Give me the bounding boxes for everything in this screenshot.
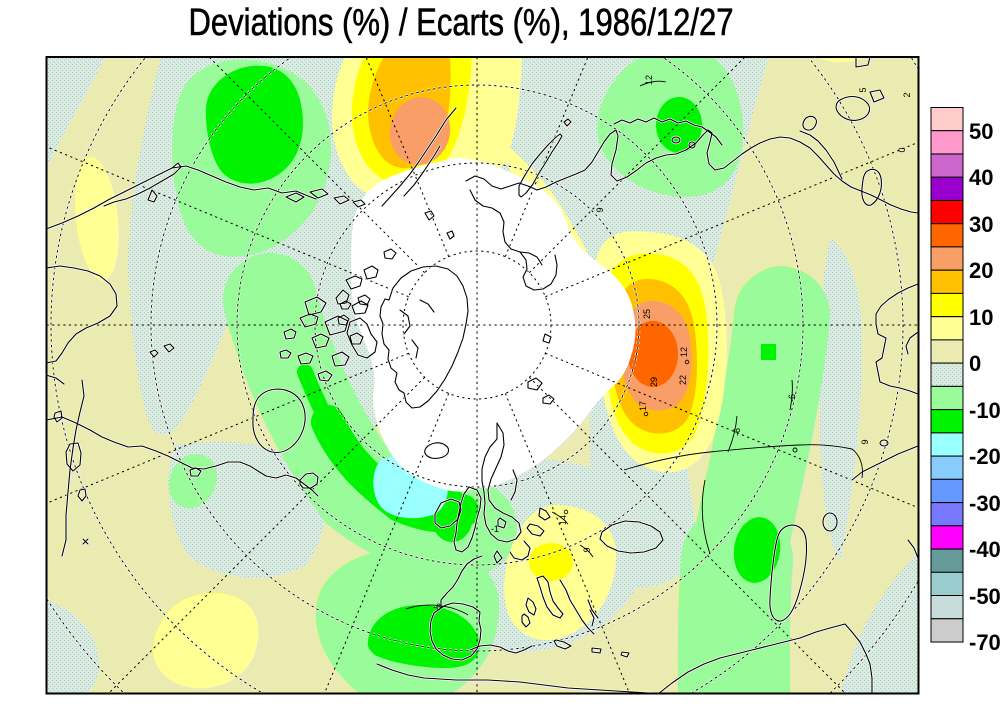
svg-text:0: 0 <box>897 147 907 152</box>
svg-text:12: 12 <box>679 347 689 357</box>
svg-text:30: 30 <box>969 212 993 237</box>
svg-text:9: 9 <box>860 439 870 444</box>
svg-text:-6: -6 <box>787 394 797 402</box>
svg-text:22: 22 <box>678 375 688 385</box>
svg-text:Deviations (%) / Ecarts (%), 1: Deviations (%) / Ecarts (%), 1986/12/27 <box>189 2 734 44</box>
svg-text:-50: -50 <box>969 584 1000 609</box>
svg-text:25: 25 <box>642 309 652 319</box>
svg-text:50: 50 <box>969 119 993 144</box>
svg-text:-20: -20 <box>969 444 1000 469</box>
svg-text:-6: -6 <box>433 602 441 612</box>
svg-text:-1: -1 <box>491 524 499 534</box>
svg-text:-30: -30 <box>969 491 1000 516</box>
svg-text:40: 40 <box>969 165 993 190</box>
svg-text:5: 5 <box>858 87 868 92</box>
svg-text:2: 2 <box>902 92 912 97</box>
svg-text:-70: -70 <box>969 630 1000 655</box>
svg-text:17: 17 <box>638 401 648 411</box>
svg-text:-6: -6 <box>732 428 742 436</box>
svg-text:9: 9 <box>582 547 592 552</box>
svg-text:10: 10 <box>969 305 993 330</box>
svg-text:9: 9 <box>595 207 605 212</box>
svg-text:20: 20 <box>969 258 993 283</box>
svg-text:12: 12 <box>644 75 654 85</box>
svg-text:29: 29 <box>649 377 659 387</box>
svg-text:-10: -10 <box>969 398 1000 423</box>
svg-text:14: 14 <box>558 515 568 525</box>
svg-text:-40: -40 <box>969 537 1000 562</box>
svg-text:0: 0 <box>969 351 981 376</box>
